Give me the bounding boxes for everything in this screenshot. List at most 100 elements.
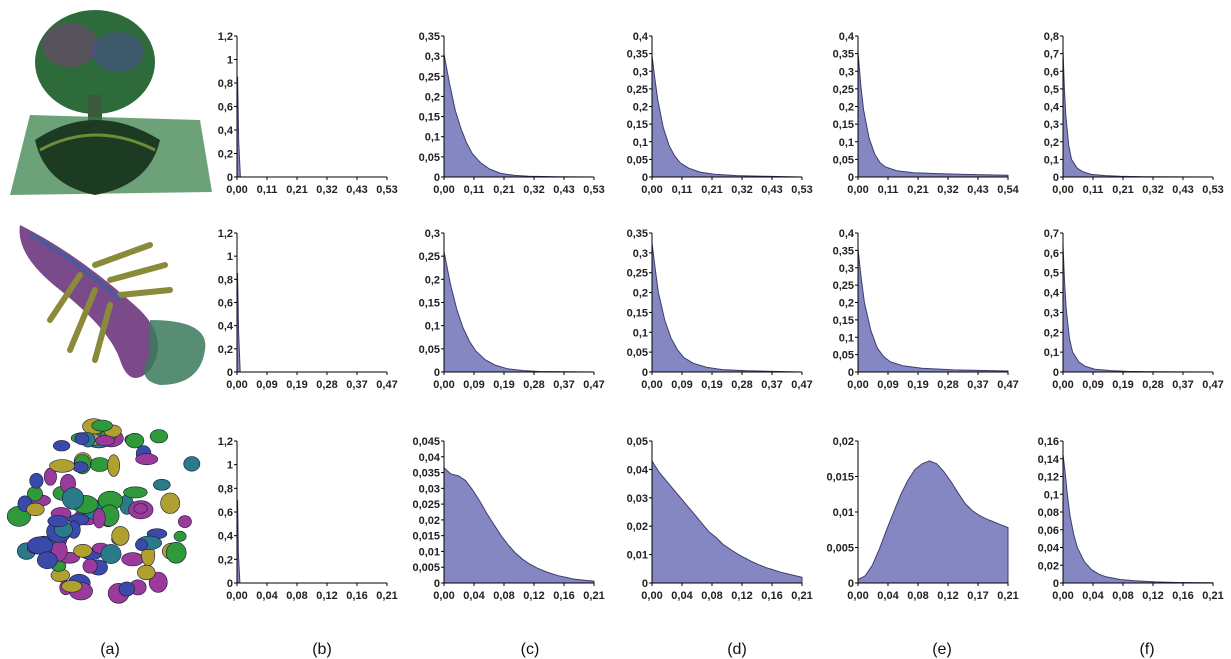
y-tick-label: 0 — [848, 172, 854, 184]
x-tick-label: 0,12 — [523, 590, 544, 602]
x-tick-label: 0,37 — [761, 379, 782, 391]
x-tick-label: 0,04 — [671, 590, 693, 602]
area-series — [236, 76, 387, 178]
x-tick-label: 0,00 — [1052, 590, 1073, 602]
x-tick-label: 0,00 — [847, 184, 868, 196]
x-tick-label: 0,54 — [997, 184, 1019, 196]
y-tick-label: 0,01 — [419, 546, 440, 558]
y-tick-label: 0 — [227, 172, 233, 184]
blob — [29, 472, 44, 489]
x-tick-label: 0,43 — [761, 184, 782, 196]
blob — [52, 440, 71, 452]
blob — [125, 433, 145, 449]
x-tick-label: 0,00 — [847, 379, 868, 391]
area-series — [857, 248, 1009, 373]
tree-canopy-texture — [42, 23, 98, 67]
area-series — [443, 251, 595, 373]
y-tick-label: 0,2 — [839, 298, 854, 310]
y-tick-label: 0,015 — [826, 472, 854, 484]
tree-bowl-rim — [39, 133, 156, 152]
y-tick-label: 0,05 — [627, 347, 648, 359]
panel-labels: (a) (b) (c) (d) (e) (f) — [100, 641, 1154, 658]
y-tick-label: 0,8 — [218, 78, 233, 90]
x-tick-label: 0,08 — [701, 590, 722, 602]
blob — [27, 536, 54, 555]
y-tick-label: 0 — [227, 367, 233, 379]
y-tick-label: 0,2 — [218, 554, 233, 566]
y-tick-label: 0,1 — [425, 132, 440, 144]
x-tick-label: 0,32 — [316, 184, 337, 196]
y-tick-label: 0,7 — [1044, 49, 1059, 61]
x-tick-label: 0,00 — [226, 184, 247, 196]
x-tick-label: 0,11 — [1083, 184, 1104, 196]
x-tick-label: 0,28 — [1142, 379, 1163, 391]
x-tick-label: 0,08 — [286, 590, 307, 602]
x-tick-label: 0,17 — [967, 590, 988, 602]
x-tick-label: 0,47 — [791, 379, 812, 391]
y-tick-label: 0,6 — [218, 298, 233, 310]
blob — [135, 538, 148, 551]
y-tick-label: 0 — [1053, 578, 1059, 590]
x-tick-label: 0,09 — [463, 379, 484, 391]
x-tick-label: 0,43 — [1172, 184, 1193, 196]
y-tick-label: 1 — [227, 55, 233, 67]
x-tick-label: 0,21 — [286, 184, 307, 196]
chart-r2f: 0 0,1 0,2 0,3 0,4 0,5 0,6 0,7 0,00 0,09 0,19 0,28 0,… — [1044, 228, 1224, 391]
x-tick-label: 0,00 — [433, 184, 454, 196]
y-tick-label: 0,5 — [1044, 268, 1059, 280]
panel-label-c: (c) — [521, 641, 540, 658]
y-tick-label: 0,35 — [627, 49, 648, 61]
y-tick-label: 0,4 — [633, 31, 649, 43]
x-tick-label: 0,12 — [1142, 590, 1163, 602]
y-tick-label: 0,8 — [218, 274, 233, 286]
blob — [177, 515, 192, 528]
x-tick-label: 0,11 — [464, 184, 485, 196]
y-tick-label: 0,2 — [218, 344, 233, 356]
x-tick-label: 0,21 — [493, 184, 514, 196]
blob — [183, 456, 201, 472]
x-tick-label: 0,09 — [877, 379, 898, 391]
y-tick-label: 0,3 — [633, 66, 648, 78]
x-tick-label: 0,37 — [346, 379, 367, 391]
y-tick-label: 1 — [227, 251, 233, 263]
y-tick-label: 0,1 — [839, 137, 854, 149]
x-tick-label: 0,21 — [701, 184, 722, 196]
y-tick-label: 0,045 — [412, 436, 440, 448]
lobster-model — [19, 225, 206, 385]
y-tick-label: 0,005 — [412, 562, 440, 574]
y-tick-label: 0,4 — [839, 31, 855, 43]
y-tick-label: 0,35 — [833, 49, 854, 61]
x-tick-label: 0,32 — [523, 184, 544, 196]
y-tick-label: 0,15 — [627, 307, 648, 319]
y-tick-label: 0,3 — [1044, 119, 1059, 131]
x-tick-label: 0,00 — [1052, 184, 1073, 196]
x-tick-label: 0,16 — [1172, 590, 1193, 602]
x-tick-label: 0,08 — [493, 590, 514, 602]
y-tick-label: 0,2 — [1044, 327, 1059, 339]
blob — [95, 435, 115, 447]
blob — [74, 432, 90, 446]
x-tick-label: 0,21 — [1112, 184, 1133, 196]
blob — [61, 580, 83, 593]
x-tick-label: 0,19 — [286, 379, 307, 391]
chart-r3b: 0 0,2 0,4 0,6 0,8 1 1,2 0,00 0,04 0,08 0,12 0,16 0,2… — [218, 436, 398, 602]
y-tick-label: 0,4 — [839, 228, 855, 240]
y-tick-label: 0,6 — [218, 102, 233, 114]
y-tick-label: 0,15 — [419, 112, 440, 124]
x-tick-label: 0,21 — [997, 590, 1018, 602]
blob — [148, 571, 168, 593]
y-tick-label: 0,08 — [1038, 507, 1059, 519]
y-tick-label: 0 — [227, 578, 233, 590]
x-tick-label: 0,00 — [641, 184, 662, 196]
y-tick-label: 0 — [848, 578, 854, 590]
y-tick-label: 0,035 — [412, 468, 440, 480]
y-tick-label: 0,2 — [839, 102, 854, 114]
panel-label-a: (a) — [100, 641, 120, 658]
y-tick-label: 0,01 — [833, 507, 854, 519]
x-tick-label: 0,04 — [877, 590, 899, 602]
y-tick-label: 0,04 — [627, 464, 649, 476]
chart-r1c: 0 0,05 0,1 0,15 0,2 0,25 0,3 0,35 0,00 0,11 0,21 0,… — [419, 31, 605, 196]
area-series — [857, 460, 1009, 584]
y-tick-label: 0,1 — [1044, 489, 1059, 501]
